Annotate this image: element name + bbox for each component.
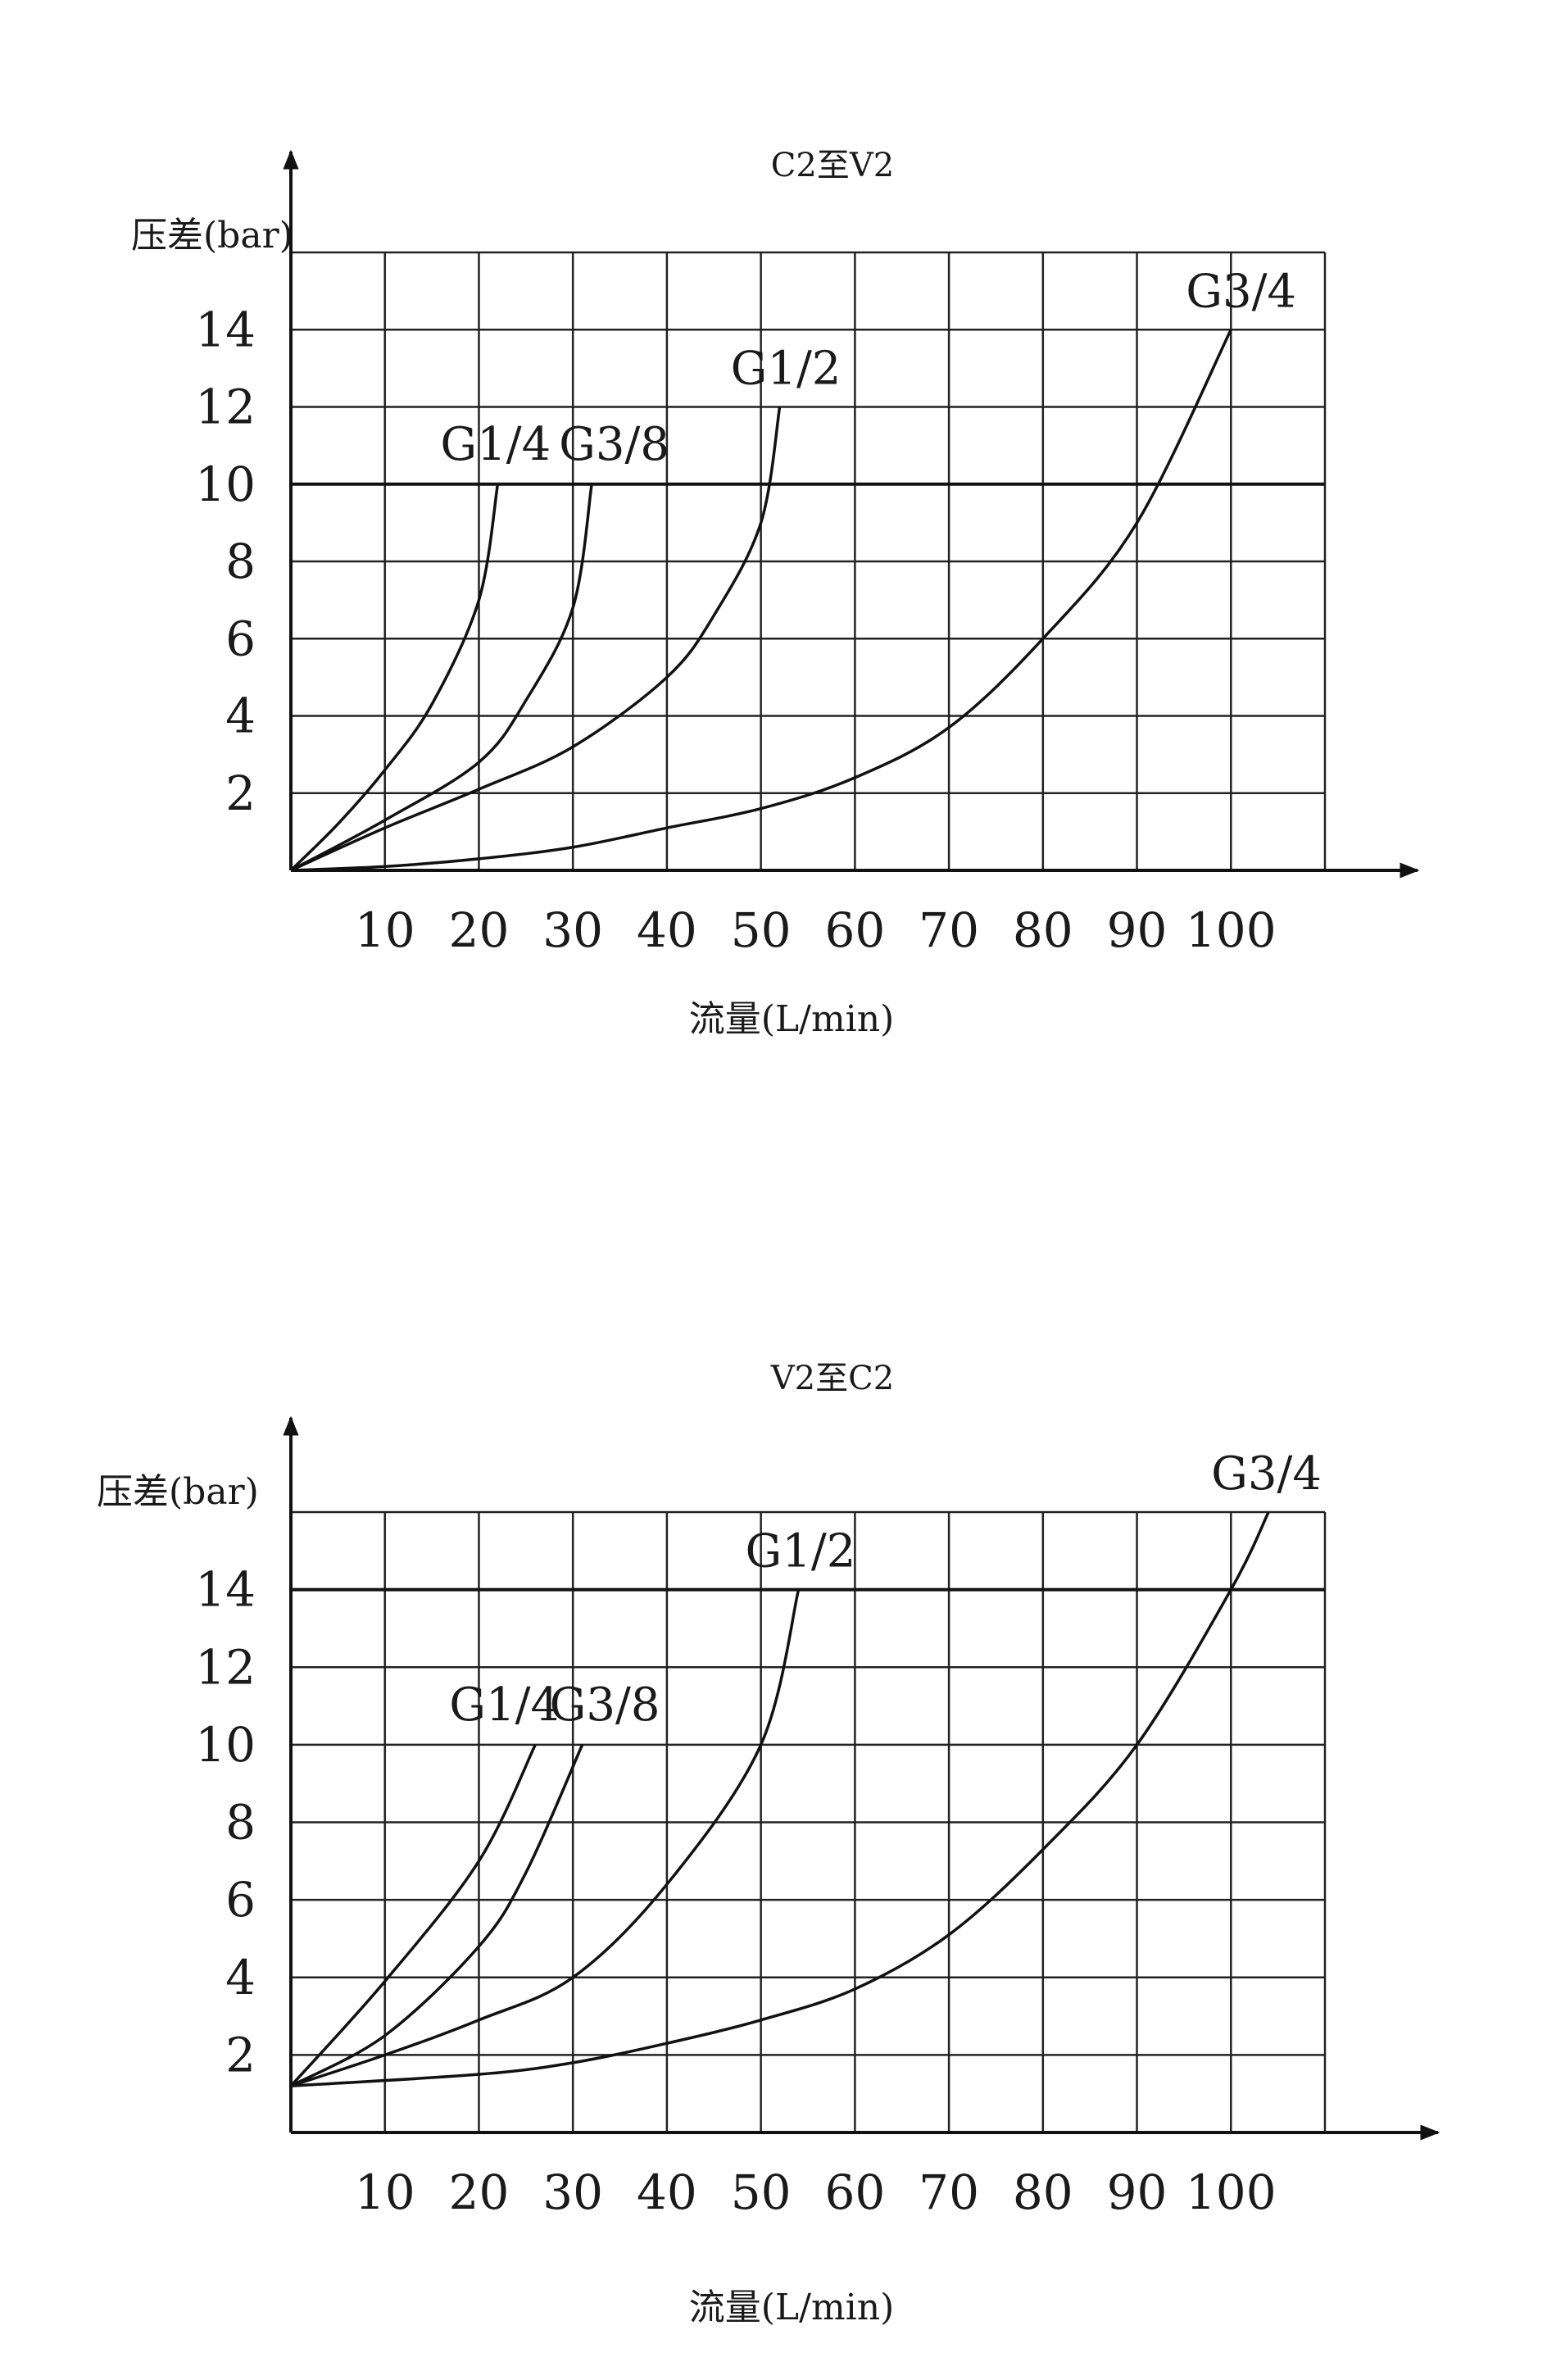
series-line-g1-2 [290,407,782,872]
y-tick-label: 14 [195,1562,256,1618]
x-tick-label: 40 [637,902,697,958]
x-axis-label: 流量(L/min) [689,998,895,1040]
y-tick-label: 2 [225,2027,256,2082]
y-axis-label: 压差(bar) [131,215,293,257]
x-tick-label: 80 [1013,2164,1073,2220]
series-line-g3-4 [290,1511,1270,2087]
y-tick-label: 8 [225,534,256,589]
y-tick-label: 6 [225,611,256,666]
x-tick-label: 30 [542,902,603,958]
y-tick-label: 12 [195,1639,256,1695]
y-tick-label: 14 [195,302,256,357]
series-label-g3-8: G3/8 [559,418,669,471]
x-tick-label: 60 [824,2164,885,2220]
x-tick-label: 40 [637,2164,697,2220]
y-tick-label: 12 [195,379,256,435]
series-line-g1-4 [289,1744,537,2087]
y-axis-label: 压差(bar) [97,1471,259,1513]
grid [291,1510,1327,2132]
y-tick-label: 8 [225,1795,256,1851]
chart-v2-to-c2: V2至C2 压差(bar) 流量(L/min) 10 20 30 40 50 60 70 80 90 1… [97,1360,1440,2328]
y-tick-label: 4 [225,1950,256,2005]
y-tick-label: 4 [225,688,256,744]
series-label-g3-4: G3/4 [1186,265,1296,318]
y-tick-label: 6 [225,1872,256,1928]
x-tick-label: 20 [449,2164,510,2220]
x-tick-label: 30 [542,2164,603,2220]
chart-title: C2至V2 [771,147,894,184]
x-tick-label: 100 [1186,902,1277,958]
series-line-g1-2 [290,1589,801,2087]
series-label-g1-4: G1/4 [440,418,551,471]
chart-c2-to-v2: C2至V2 压差(bar) 流量(L/min) 10 20 30 40 50 60 70 80 90 1… [131,147,1420,1040]
x-tick-label: 90 [1107,2164,1168,2220]
x-tick-label: 10 [355,902,415,958]
series-line-g3-8 [290,1744,584,2087]
x-tick-label: 50 [731,2164,792,2220]
grid [291,251,1327,870]
series-line-g1-4 [289,484,500,872]
series-label-g1-2: G1/2 [731,343,842,396]
x-tick-label: 20 [449,902,510,958]
series-line-g3-4 [290,329,1232,872]
series-line-g3-8 [290,484,593,872]
series-label-g1-2: G1/2 [746,1525,856,1578]
x-tick-label: 50 [731,902,792,958]
series-label-g1-4: G1/4 [449,1678,560,1732]
x-tick-label: 10 [355,2164,415,2220]
x-tick-label: 60 [824,902,885,958]
x-tick-label: 100 [1186,2164,1277,2220]
x-tick-label: 70 [919,2164,979,2220]
x-tick-label: 70 [919,902,979,958]
x-tick-label: 90 [1107,902,1168,958]
chart-title: V2至C2 [770,1360,894,1397]
y-tick-label: 10 [195,1717,256,1773]
x-axis-label: 流量(L/min) [689,2287,895,2328]
series-label-g3-8: G3/8 [550,1678,660,1732]
series-label-g3-4: G3/4 [1211,1447,1322,1501]
y-tick-label: 10 [195,456,256,512]
x-tick-label: 80 [1013,902,1073,958]
y-tick-label: 2 [225,765,256,821]
